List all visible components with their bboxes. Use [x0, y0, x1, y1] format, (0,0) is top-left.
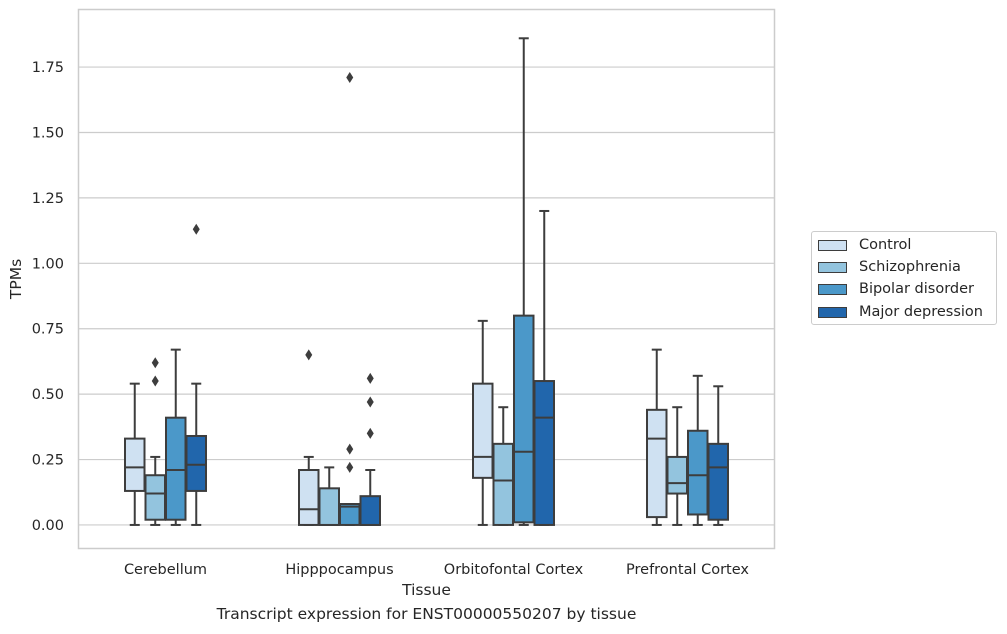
- y-tick-label: 1.50: [32, 125, 64, 141]
- box-prefrontal-cortex-control: [646, 348, 668, 526]
- box-hipppocampus-schizophrenia: [318, 466, 340, 526]
- y-tick-label: 1.25: [32, 191, 64, 207]
- outlier-marker: [366, 372, 374, 384]
- box-orbitofontal-cortex-control: [472, 319, 494, 526]
- box-orbitofontal-cortex-bipolar-disorder: [513, 37, 535, 526]
- legend-swatch-bipolar-disorder: [818, 283, 847, 295]
- legend-item-schizophrenia: Schizophrenia: [818, 257, 961, 277]
- box-prefrontal-cortex-schizophrenia: [666, 406, 688, 526]
- box-body: [144, 474, 166, 521]
- x-tick-label: Cerebellum: [124, 562, 207, 578]
- box-body: [707, 442, 729, 521]
- legend-swatch-major-depression: [818, 306, 847, 318]
- outlier-marker: [151, 375, 159, 387]
- y-axis-label: TPMs: [7, 259, 25, 300]
- box-body: [533, 380, 555, 526]
- outlier-marker: [346, 443, 354, 455]
- box-hipppocampus-major-depression: [359, 372, 381, 526]
- outlier-marker: [192, 223, 200, 235]
- box-orbitofontal-cortex-schizophrenia: [492, 406, 514, 526]
- legend-swatch-schizophrenia: [818, 261, 847, 273]
- y-tick-label: 0.75: [32, 322, 64, 338]
- box-hipppocampus-bipolar-disorder: [339, 72, 361, 526]
- box-body: [646, 408, 668, 519]
- x-tick-label: Prefrontal Cortex: [626, 562, 749, 578]
- box-cerebellum-schizophrenia: [144, 357, 166, 526]
- box-body: [472, 382, 494, 479]
- legend-item-control: Control: [818, 235, 911, 255]
- outlier-marker: [346, 461, 354, 473]
- box-body: [666, 455, 688, 495]
- x-axis-ticks: Cerebellum Hipppocampus Orbitofontal Corte…: [124, 562, 749, 578]
- outlier-marker: [366, 427, 374, 439]
- legend-label-control: Control: [859, 237, 912, 253]
- x-tick-label: Hipppocampus: [285, 562, 393, 578]
- box-cerebellum-control: [124, 382, 146, 526]
- outlier-marker: [151, 357, 159, 369]
- box-body: [298, 469, 320, 526]
- box-prefrontal-cortex-bipolar-disorder: [687, 374, 709, 526]
- box-body: [165, 416, 187, 521]
- y-axis-ticks: 0.00 0.25 0.50 0.75 1.00 1.25 1.50 1.75: [32, 60, 64, 534]
- box-body: [185, 434, 207, 492]
- x-tick-label: Orbitofontal Cortex: [444, 562, 584, 578]
- box-body: [124, 437, 146, 492]
- box-prefrontal-cortex-major-depression: [707, 385, 729, 526]
- y-tick-label: 1.00: [32, 256, 64, 272]
- box-body: [513, 314, 535, 524]
- box-cerebellum-bipolar-disorder: [165, 348, 187, 526]
- box-body: [687, 429, 709, 516]
- boxes-layer: [124, 37, 729, 526]
- legend-swatch-control: [818, 239, 847, 251]
- outlier-marker: [305, 349, 313, 361]
- legend-item-major-depression: Major depression: [818, 302, 983, 322]
- box-body: [359, 495, 381, 526]
- y-tick-label: 0.00: [32, 518, 64, 534]
- legend-label-schizophrenia: Schizophrenia: [859, 259, 961, 275]
- legend-label-bipolar-disorder: Bipolar disorder: [859, 281, 974, 297]
- box-body: [492, 442, 514, 526]
- legend-item-bipolar-disorder: Bipolar disorder: [818, 279, 974, 299]
- plot-frame: [77, 8, 776, 550]
- y-tick-label: 0.50: [32, 387, 64, 403]
- outlier-marker: [346, 72, 354, 84]
- box-hipppocampus-control: [298, 349, 320, 526]
- legend: Control Schizophrenia Bipolar disorder M…: [811, 231, 997, 325]
- chart-title: Transcript expression for ENST0000055020…: [216, 605, 637, 623]
- outlier-marker: [366, 396, 374, 408]
- box-body: [318, 487, 340, 526]
- legend-label-major-depression: Major depression: [859, 304, 983, 320]
- x-axis-label: Tissue: [401, 581, 451, 599]
- box-orbitofontal-cortex-major-depression: [533, 209, 555, 526]
- y-tick-label: 1.75: [32, 60, 64, 76]
- box-cerebellum-major-depression: [185, 223, 207, 526]
- y-tick-label: 0.25: [32, 453, 64, 469]
